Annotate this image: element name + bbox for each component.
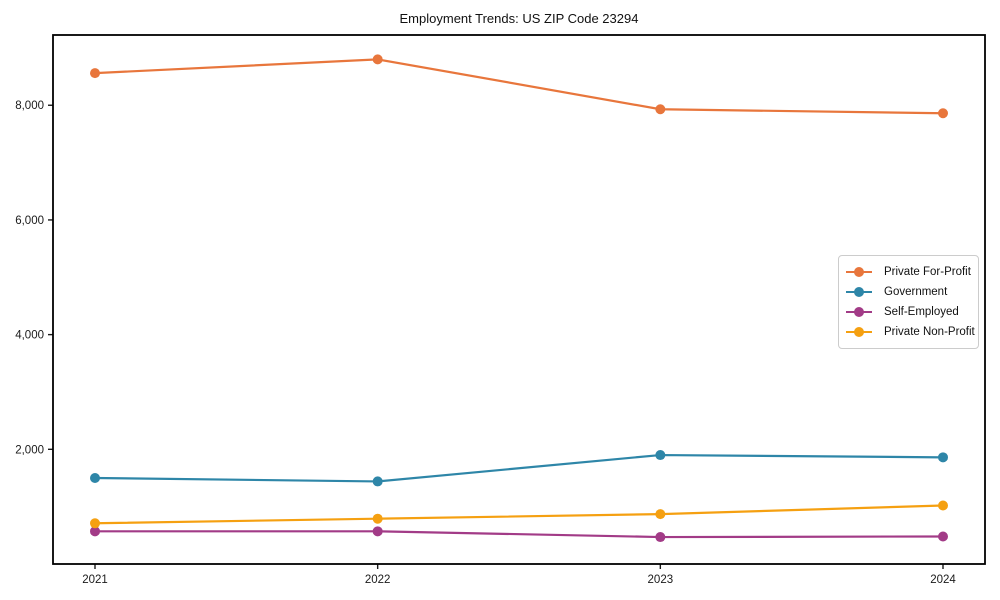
- svg-text:2022: 2022: [365, 574, 391, 586]
- legend-label: Private For-Profit: [884, 266, 971, 278]
- legend-item-self-employed[interactable]: Self-Employed: [846, 302, 970, 322]
- legend-line-marker-icon: [846, 327, 872, 337]
- legend-label: Self-Employed: [884, 306, 959, 318]
- svg-text:2023: 2023: [648, 574, 674, 586]
- svg-text:4,000: 4,000: [15, 330, 44, 342]
- legend-label: Government: [884, 286, 948, 298]
- legend-line-marker-icon: [846, 287, 872, 297]
- legend-item-private-for-profit[interactable]: Private For-Profit: [846, 262, 971, 282]
- legend-line-marker-icon: [846, 307, 872, 317]
- svg-text:6,000: 6,000: [15, 215, 44, 227]
- svg-text:8,000: 8,000: [15, 100, 44, 112]
- svg-text:2021: 2021: [82, 574, 108, 586]
- legend-item-government[interactable]: Government: [846, 282, 970, 302]
- svg-text:2024: 2024: [930, 574, 956, 586]
- chart-title: Employment Trends: US ZIP Code 23294: [399, 11, 639, 26]
- chart-legend: Private For-Profit Government Self-Emplo…: [838, 255, 979, 349]
- legend-label: Private Non-Profit: [884, 326, 975, 338]
- legend-line-marker-icon: [846, 267, 872, 277]
- legend-item-private-non-profit[interactable]: Private Non-Profit: [846, 322, 975, 342]
- svg-text:2,000: 2,000: [15, 444, 44, 456]
